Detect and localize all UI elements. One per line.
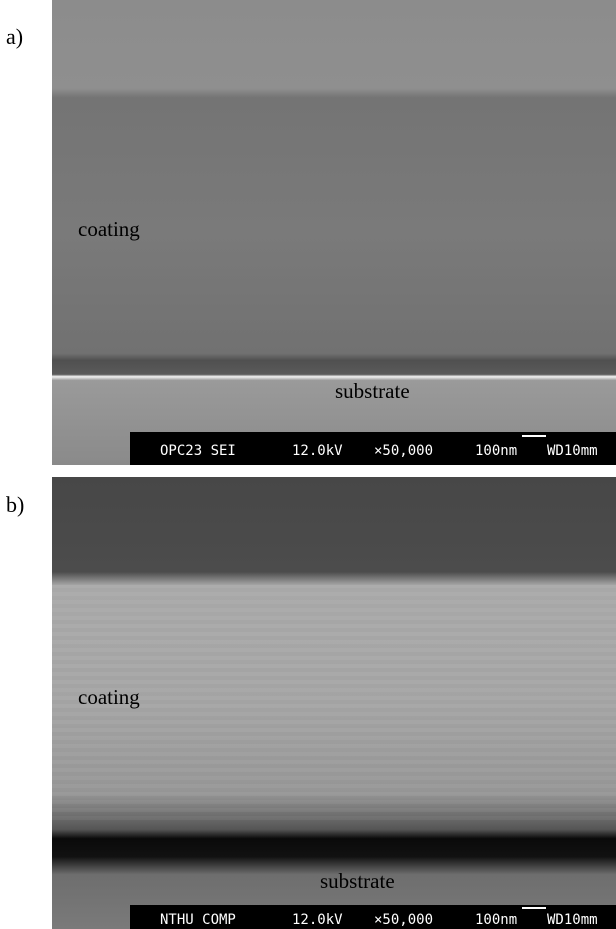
info-text: 100nm — [475, 443, 517, 459]
annotation: substrate — [335, 379, 410, 403]
info-text: OPC23 SEI — [160, 443, 236, 459]
info-text: NTHU COMP — [160, 912, 236, 928]
panel-label: b) — [6, 492, 24, 517]
info-text: WD10mm — [547, 912, 598, 928]
info-text: WD10mm — [547, 443, 598, 459]
info-text: ×50,000 — [374, 443, 433, 459]
page: a) coating substrate OPC23 SEI 12.0kV ×5… — [0, 0, 616, 929]
info-text: 12.0kV — [292, 912, 343, 928]
info-text: ×50,000 — [374, 912, 433, 928]
figure: a) coating substrate OPC23 SEI 12.0kV ×5… — [0, 0, 616, 929]
panel-label: a) — [6, 24, 23, 49]
annotation: coating — [78, 217, 140, 241]
annotation: substrate — [320, 869, 395, 893]
info-text: 100nm — [475, 912, 517, 928]
annotation: coating — [78, 685, 140, 709]
info-text: 12.0kV — [292, 443, 343, 459]
